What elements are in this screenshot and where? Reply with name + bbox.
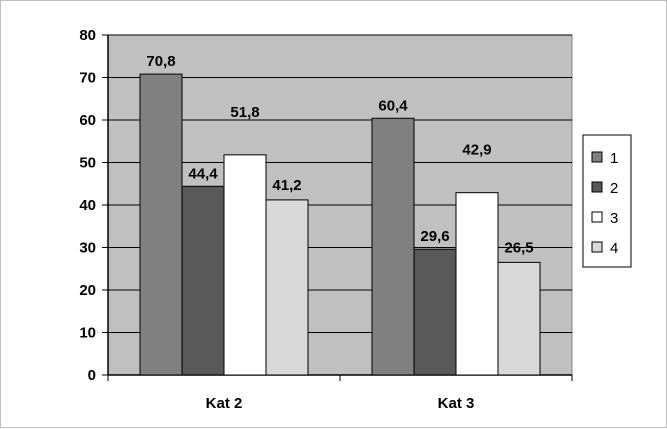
y-tick-label: 50 bbox=[79, 155, 96, 172]
bar bbox=[265, 199, 309, 376]
legend-label: 3 bbox=[610, 210, 618, 227]
legend-label: 1 bbox=[610, 150, 618, 167]
bar bbox=[181, 185, 225, 376]
y-tick-label: 80 bbox=[79, 27, 96, 44]
data-label: 51,8 bbox=[230, 104, 259, 121]
x-category-label: Kat 2 bbox=[206, 395, 243, 412]
bar bbox=[371, 117, 415, 376]
data-label: 70,8 bbox=[146, 53, 175, 70]
bar bbox=[413, 248, 457, 376]
y-tick-label: 10 bbox=[79, 325, 96, 342]
legend-swatch bbox=[591, 241, 603, 253]
data-label: 41,2 bbox=[272, 177, 301, 194]
bar bbox=[497, 261, 541, 376]
data-label: 29,6 bbox=[420, 228, 449, 245]
legend-swatch bbox=[591, 211, 603, 223]
y-tick-label: 0 bbox=[88, 367, 96, 384]
data-label: 26,5 bbox=[504, 239, 533, 256]
data-label: 44,4 bbox=[188, 165, 218, 182]
legend-swatch bbox=[591, 181, 603, 193]
x-category-label: Kat 3 bbox=[438, 395, 475, 412]
bar bbox=[223, 154, 267, 376]
y-tick-label: 20 bbox=[79, 282, 96, 299]
y-tick-label: 30 bbox=[79, 240, 96, 257]
legend-label: 4 bbox=[610, 240, 618, 257]
legend-swatch bbox=[591, 151, 603, 163]
bar bbox=[139, 73, 183, 376]
bar bbox=[455, 192, 499, 376]
data-label: 60,4 bbox=[378, 97, 408, 114]
y-tick-label: 60 bbox=[79, 112, 96, 129]
legend-label: 2 bbox=[610, 180, 618, 197]
legend-box bbox=[582, 134, 632, 268]
y-tick-label: 40 bbox=[79, 197, 96, 214]
y-tick-label: 70 bbox=[79, 70, 96, 87]
data-label: 42,9 bbox=[462, 142, 491, 159]
